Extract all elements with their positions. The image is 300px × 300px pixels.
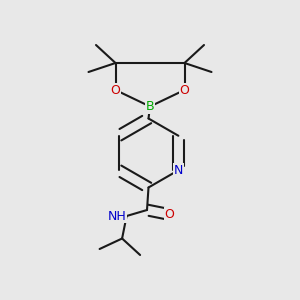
Text: NH: NH: [108, 209, 127, 223]
Text: O: O: [165, 208, 174, 221]
Text: N: N: [174, 164, 183, 177]
Text: O: O: [180, 83, 189, 97]
Text: B: B: [146, 100, 154, 113]
Text: O: O: [111, 83, 120, 97]
